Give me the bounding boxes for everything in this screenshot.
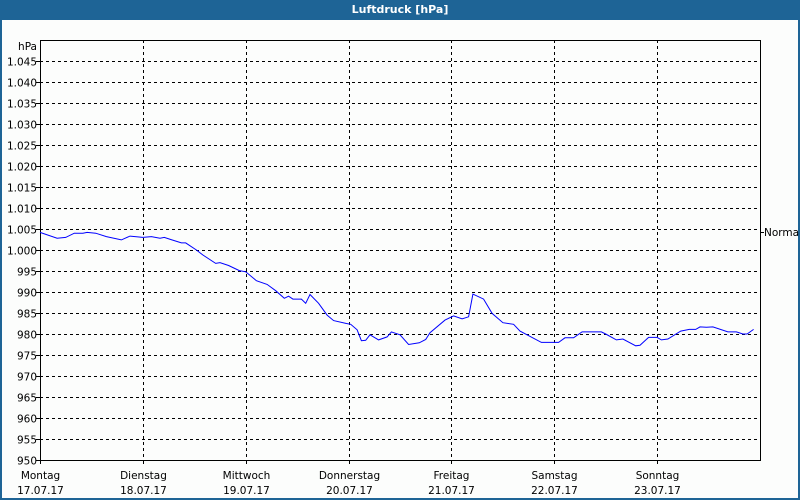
x-tick-date: 20.07.17 [326,485,373,497]
window-title: Luftdruck [hPa] [0,0,800,20]
x-tick-date: 18.07.17 [120,485,167,497]
x-tick-date: 22.07.17 [531,485,578,497]
y-tick-label: 1.040 [7,78,37,90]
y-tick-label: 975 [17,351,37,363]
x-tick-date: 17.07.17 [17,485,64,497]
x-tick-date: 23.07.17 [634,485,681,497]
x-tick-date: 21.07.17 [428,485,475,497]
x-tick-day: Mittwoch [223,470,271,482]
reference-label: Normal [764,227,800,239]
x-tick-day: Donnerstag [319,470,380,482]
y-tick-label: 965 [17,393,37,405]
y-tick-label: 1.005 [7,225,37,237]
y-tick-label: 1.025 [7,141,37,153]
y-tick-label: 985 [17,309,37,321]
y-axis-label: hPa [18,41,37,53]
y-tick-label: 995 [17,267,37,279]
y-tick-label: 1.000 [7,246,37,258]
x-tick-day: Montag [21,470,60,482]
y-tick-label: 1.010 [7,204,37,216]
y-tick-label: 980 [17,330,37,342]
y-tick-label: 1.020 [7,162,37,174]
y-tick-label: 1.015 [7,183,37,195]
axes-frame [40,40,761,461]
x-tick-date: 19.07.17 [223,485,270,497]
y-tick-label: 970 [17,372,37,384]
pressure-line [39,231,754,347]
x-tick-day: Sonntag [636,470,680,482]
x-tick-day: Dienstag [120,470,167,482]
y-tick-label: 1.030 [7,120,37,132]
y-tick-label: 950 [17,456,37,468]
y-tick-label: 1.045 [7,57,37,69]
x-tick-day: Samstag [531,470,577,482]
y-tick-label: 960 [17,414,37,426]
y-tick-label: 990 [17,288,37,300]
y-tick-label: 1.035 [7,99,37,111]
x-tick-day: Freitag [434,470,470,482]
y-tick-label: 955 [17,435,37,447]
